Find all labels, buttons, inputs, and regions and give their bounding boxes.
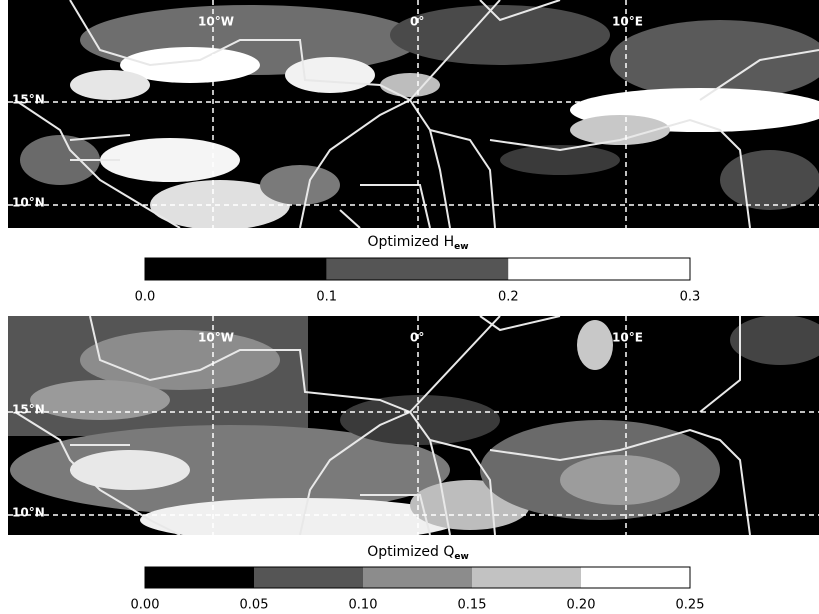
lon-label: 10°W	[198, 331, 234, 345]
colorbar-segment	[327, 258, 509, 280]
lat-label: 15°N	[12, 403, 45, 417]
colorbar-segment	[581, 567, 690, 588]
colorbar-tick-label: 0.15	[458, 598, 487, 613]
title-subscript: ew	[454, 552, 468, 562]
colorbar-tick-label: 0.2	[498, 290, 519, 305]
colorbar-title: Optimized Qew	[367, 544, 469, 562]
colorbar-tick-label: 0.10	[349, 598, 378, 613]
colorbar-segment	[508, 258, 690, 280]
colorbar: 0.0 0.1 0.2 0.3	[135, 258, 701, 305]
title-text: Optimized Q	[367, 544, 454, 560]
colorbar-tick-label: 0.05	[240, 598, 269, 613]
colorbar-tick-label: 0.25	[676, 598, 705, 613]
colorbar-segment	[145, 258, 327, 280]
lon-label: 10°E	[612, 331, 643, 345]
colorbar-tick-label: 0.0	[135, 290, 156, 305]
lon-label: 10°W	[198, 15, 234, 29]
colorbar-segment	[145, 567, 254, 588]
colorbar-segment	[363, 567, 472, 588]
map-bottom: 10°W 0° 10°E 15°N 10°N	[8, 315, 819, 542]
lon-label: 0°	[410, 15, 424, 29]
colorbar-tick-label: 0.3	[680, 290, 701, 305]
figure: 10°W 0° 10°E 15°N 10°N	[0, 0, 819, 614]
page: {"panels": [ {"lon_labels": ["10°W", "0°…	[0, 0, 819, 614]
colorbar-segment	[254, 567, 363, 588]
title-subscript: ew	[454, 242, 468, 252]
colorbar-tick-label: 0.00	[131, 598, 160, 613]
colorbar-tick-label: 0.1	[316, 290, 337, 305]
lat-label: 15°N	[12, 93, 45, 107]
lon-label: 0°	[410, 331, 424, 345]
colorbar-segment	[472, 567, 581, 588]
lon-label: 10°E	[612, 15, 643, 29]
colorbar-title: Optimized Hew	[367, 234, 468, 252]
title-text: Optimized H	[367, 234, 454, 250]
colorbar: 0.00 0.05 0.10 0.15 0.20 0.25	[131, 567, 705, 613]
lat-label: 10°N	[12, 196, 45, 210]
colorbar-tick-label: 0.20	[567, 598, 596, 613]
lat-label: 10°N	[12, 506, 45, 520]
map-top: 10°W 0° 10°E 15°N 10°N	[8, 0, 819, 230]
